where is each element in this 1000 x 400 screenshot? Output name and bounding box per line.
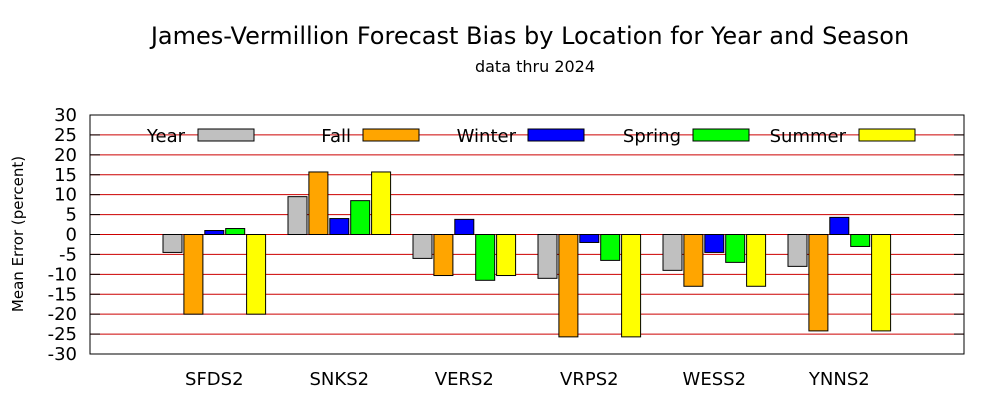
bar-fall-sfds2 bbox=[183, 234, 204, 315]
bar-winter-wess2 bbox=[704, 234, 725, 253]
y-tick-label: 15 bbox=[54, 165, 77, 186]
bar-fall-wess2 bbox=[683, 234, 704, 287]
legend-label: Spring bbox=[623, 126, 681, 147]
bar-year-snks2 bbox=[287, 196, 308, 236]
x-category-label: VERS2 bbox=[435, 369, 494, 390]
bar-summer-sfds2 bbox=[246, 234, 267, 315]
y-tick-label: 10 bbox=[54, 185, 77, 206]
bar-year-vrps2 bbox=[537, 234, 558, 279]
x-category-label: YNNS2 bbox=[808, 369, 870, 390]
legend: Year Fall Winter Spring Summer bbox=[146, 126, 916, 147]
chart-subtitle: data thru 2024 bbox=[475, 57, 595, 76]
y-tick-label: -25 bbox=[48, 324, 77, 345]
chart-title: James-Vermillion Forecast Bias by Locati… bbox=[149, 22, 909, 50]
bar-summer-ynns2 bbox=[871, 234, 892, 332]
bars bbox=[162, 171, 892, 338]
y-tick-label: -5 bbox=[59, 244, 77, 265]
y-tick-label: -30 bbox=[48, 344, 77, 365]
bar-summer-vers2 bbox=[496, 234, 517, 277]
bar-spring-ynns2 bbox=[850, 234, 871, 247]
legend-swatch-summer bbox=[858, 128, 916, 142]
bar-summer-snks2 bbox=[371, 171, 392, 236]
bar-winter-snks2 bbox=[329, 218, 350, 235]
y-tick-label: 20 bbox=[54, 145, 77, 166]
legend-label: Winter bbox=[457, 126, 517, 147]
bar-spring-snks2 bbox=[350, 200, 371, 235]
bar-winter-ynns2 bbox=[829, 216, 850, 236]
legend-label: Summer bbox=[770, 126, 847, 147]
legend-swatch-spring bbox=[692, 128, 750, 142]
x-category-label: SFDS2 bbox=[185, 369, 244, 390]
y-tick-label: 0 bbox=[66, 225, 77, 246]
bar-spring-sfds2 bbox=[225, 228, 246, 235]
x-category-label: WESS2 bbox=[683, 369, 746, 390]
y-tick-label: -15 bbox=[48, 284, 77, 305]
legend-swatch-fall bbox=[362, 128, 420, 142]
bar-year-ynns2 bbox=[787, 234, 808, 267]
bar-fall-ynns2 bbox=[808, 234, 829, 332]
x-axis-labels: SFDS2 SNKS2 VERS2 VRPS2 WESS2 YNNS2 bbox=[185, 369, 870, 390]
bar-winter-vers2 bbox=[454, 218, 475, 235]
bar-year-vers2 bbox=[412, 234, 433, 259]
y-tick-label: 30 bbox=[54, 105, 77, 126]
bar-winter-vrps2 bbox=[579, 234, 600, 243]
y-tick-label: 25 bbox=[54, 125, 77, 146]
bar-winter-sfds2 bbox=[204, 230, 225, 235]
y-tick-label: -10 bbox=[48, 264, 77, 285]
x-category-label: VRPS2 bbox=[560, 369, 619, 390]
y-axis-label: Mean Error (percent) bbox=[9, 156, 27, 312]
y-tick-label: 5 bbox=[66, 205, 77, 226]
bar-fall-vers2 bbox=[433, 234, 454, 277]
bar-fall-snks2 bbox=[308, 171, 329, 236]
bar-fall-vrps2 bbox=[558, 234, 579, 338]
legend-label: Year bbox=[146, 126, 186, 147]
x-category-label: SNKS2 bbox=[310, 369, 370, 390]
bar-summer-wess2 bbox=[746, 234, 767, 287]
bar-spring-vers2 bbox=[475, 234, 496, 281]
bar-spring-vrps2 bbox=[600, 234, 621, 261]
legend-swatch-winter bbox=[527, 128, 585, 142]
legend-label: Fall bbox=[321, 126, 351, 147]
legend-swatch-year bbox=[197, 128, 255, 142]
bar-spring-wess2 bbox=[725, 234, 746, 263]
bar-summer-vrps2 bbox=[621, 234, 642, 338]
bar-year-wess2 bbox=[662, 234, 683, 271]
y-tick-label: -20 bbox=[48, 304, 77, 325]
bar-year-sfds2 bbox=[162, 234, 183, 253]
